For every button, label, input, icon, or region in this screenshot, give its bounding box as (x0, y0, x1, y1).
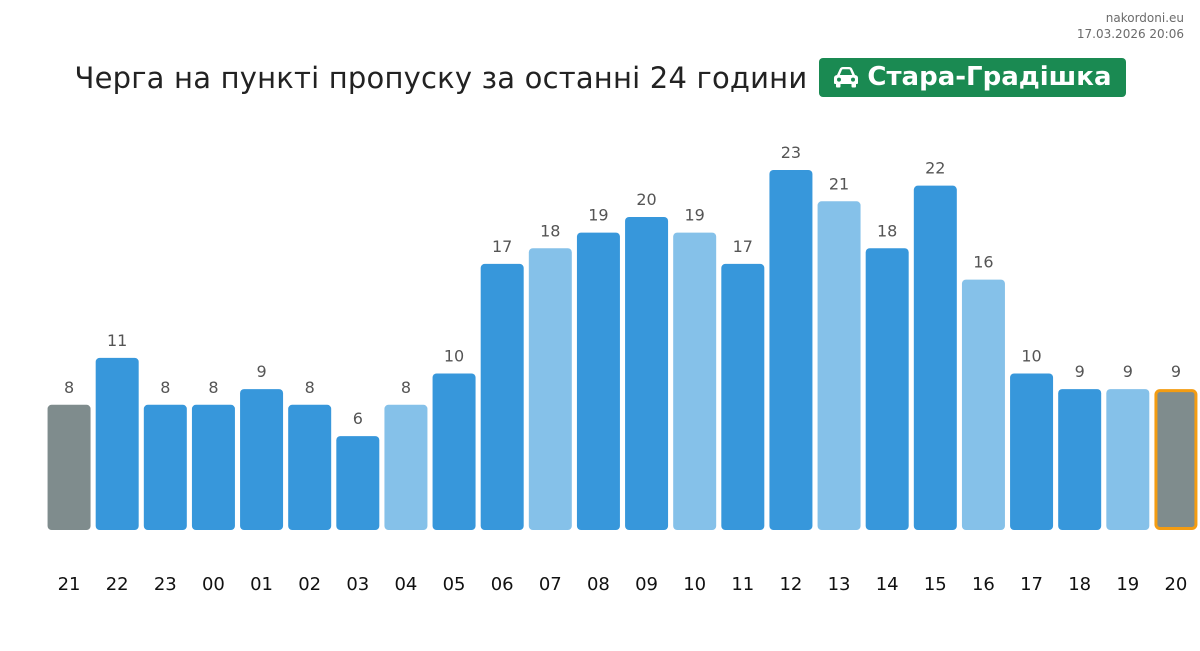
x-tick-label: 08 (587, 574, 610, 595)
x-tick-label: 15 (924, 574, 947, 595)
x-tick-label: 19 (1116, 574, 1139, 595)
bar-value-label: 17 (492, 237, 512, 256)
bar-value-label: 8 (160, 378, 170, 397)
bar (769, 170, 813, 530)
bar-value-label: 8 (305, 378, 315, 397)
bar-value-label: 10 (444, 346, 464, 365)
chart-title: Черга на пункті пропуску за останні 24 г… (74, 60, 808, 95)
bar-value-label: 8 (208, 378, 218, 397)
x-tick-label: 18 (1068, 574, 1091, 595)
bar (865, 248, 909, 530)
bar-value-label: 17 (733, 237, 753, 256)
bar-value-label: 21 (829, 174, 849, 193)
bar (47, 404, 91, 530)
bar-value-label: 10 (1021, 346, 1041, 365)
bar (288, 404, 332, 530)
x-tick-label: 00 (202, 574, 225, 595)
x-tick-label: 22 (106, 574, 129, 595)
x-tick-label: 14 (876, 574, 899, 595)
checkpoint-badge: Стара-Градішка (819, 58, 1126, 97)
source-site: nakordoni.eu (1105, 11, 1184, 25)
bar-value-label: 20 (636, 190, 656, 209)
x-tick-label: 16 (972, 574, 995, 595)
x-tick-label: 12 (779, 574, 802, 595)
bar (143, 404, 187, 530)
bar (576, 232, 620, 530)
x-tick-label: 11 (731, 574, 754, 595)
bar-value-label: 22 (925, 159, 945, 178)
bar (432, 373, 476, 530)
x-tick-label: 13 (828, 574, 851, 595)
bar-value-label: 19 (588, 206, 608, 225)
x-tick-label: 17 (1020, 574, 1043, 595)
x-tick-label: 06 (491, 574, 514, 595)
x-tick-label: 05 (443, 574, 466, 595)
bar (961, 279, 1005, 530)
bar (191, 404, 235, 530)
bar (1010, 373, 1054, 530)
car-icon (831, 65, 861, 89)
bar (913, 185, 957, 531)
x-tick-label: 01 (250, 574, 273, 595)
x-tick-label: 03 (346, 574, 369, 595)
bar-value-label: 9 (256, 362, 266, 381)
bar (1058, 389, 1102, 530)
bar (240, 389, 284, 530)
bar (95, 357, 139, 530)
bar-value-label: 18 (877, 221, 897, 240)
bar-value-label: 16 (973, 253, 993, 272)
bar (528, 248, 572, 530)
bar-value-label: 9 (1171, 362, 1181, 381)
bar-value-label: 8 (64, 378, 74, 397)
x-tick-label: 04 (394, 574, 417, 595)
source-info: nakordoni.eu 17.03.2026 20:06 (1077, 10, 1184, 42)
bar (336, 436, 380, 530)
bar-value-label: 8 (401, 378, 411, 397)
bar (480, 263, 524, 530)
bar (817, 201, 861, 530)
bar-value-label: 9 (1123, 362, 1133, 381)
x-tick-label: 20 (1164, 574, 1187, 595)
bar-value-label: 23 (781, 143, 801, 162)
x-tick-label: 21 (58, 574, 81, 595)
bar-value-label: 9 (1075, 362, 1085, 381)
chart-header: Черга на пункті пропуску за останні 24 г… (0, 58, 1200, 97)
bar-value-label: 6 (353, 409, 363, 428)
x-tick-label: 10 (683, 574, 706, 595)
x-tick-label: 02 (298, 574, 321, 595)
source-timestamp: 17.03.2026 20:06 (1076, 27, 1184, 41)
bar (721, 263, 765, 530)
bar (384, 404, 428, 530)
checkpoint-name: Стара-Градішка (867, 62, 1112, 92)
x-tick-label: 09 (635, 574, 658, 595)
x-tick-label: 23 (154, 574, 177, 595)
bar (673, 232, 717, 530)
bar (625, 216, 669, 530)
bar-value-label: 19 (685, 206, 705, 225)
x-tick-label: 07 (539, 574, 562, 595)
bar (1106, 389, 1150, 530)
bar-value-label: 11 (107, 331, 127, 350)
bar-current-hour (1154, 389, 1198, 530)
bar-value-label: 18 (540, 221, 560, 240)
